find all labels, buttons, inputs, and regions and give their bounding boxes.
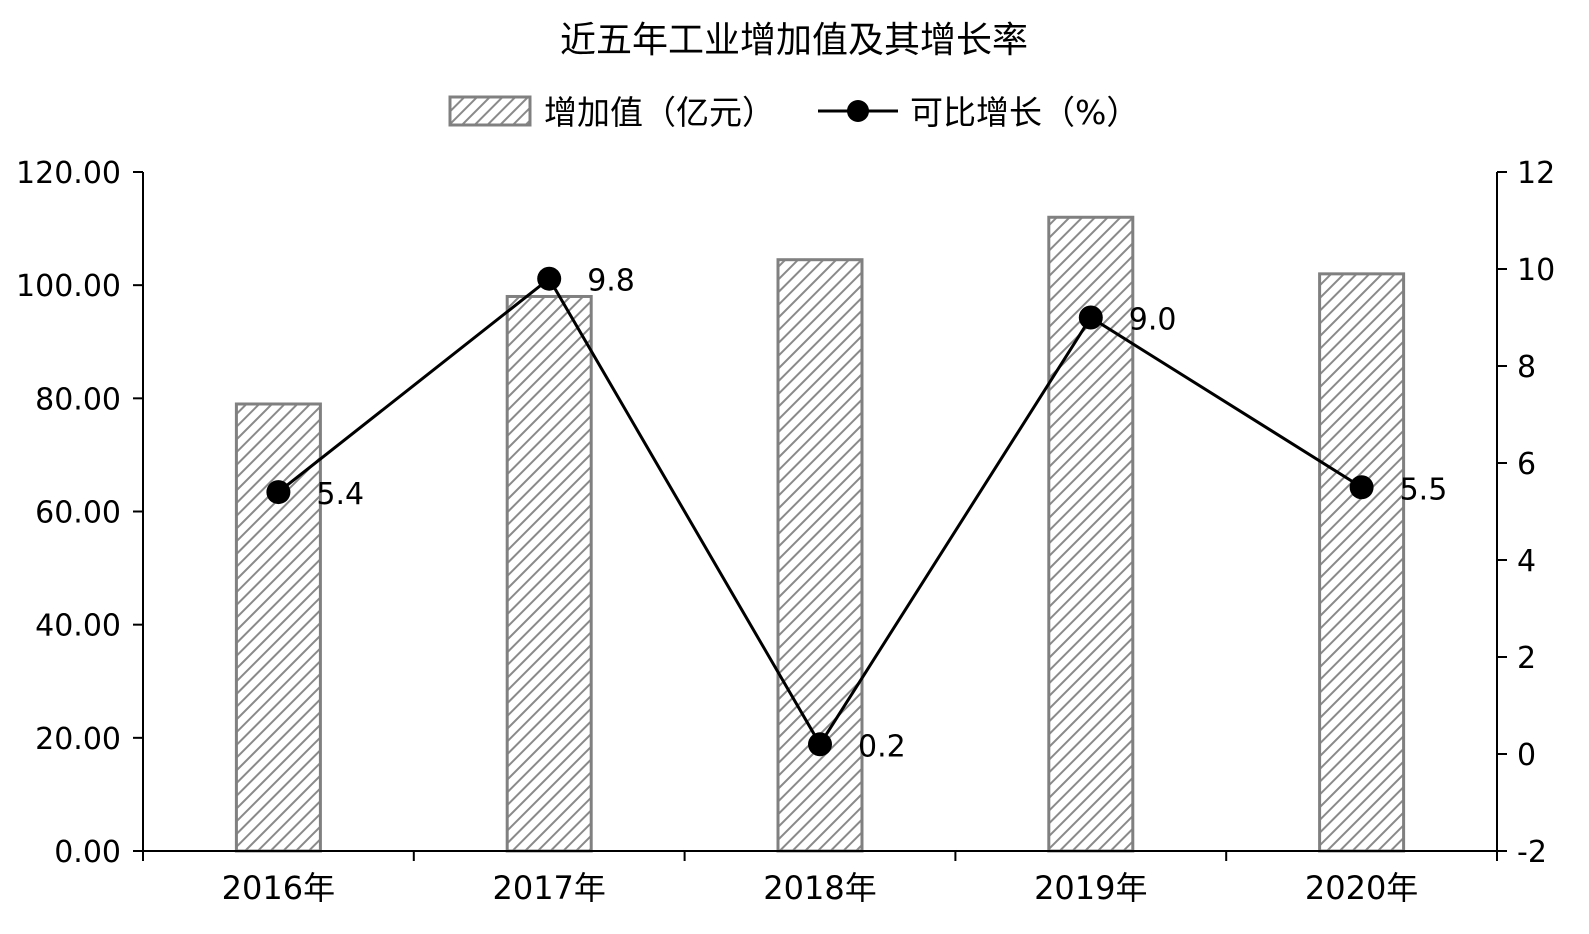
left-tick-label: 40.00 [35,609,121,644]
left-tick-label: 80.00 [35,382,121,417]
x-axis-ticks: 2016年 2017年 2018年 2019年 2020年 [142,851,1498,907]
right-tick-label: 8 [1517,350,1536,385]
legend-line-label: 可比增长（%） [910,93,1139,132]
left-tick-label: 60.00 [35,496,121,531]
left-tick-label: 20.00 [35,722,121,757]
legend: 增加值（亿元） 可比增长（%） [448,93,1139,132]
bar [1318,272,1406,853]
growth-data-label: 9.8 [587,264,635,299]
x-tick-label: 2016年 [222,869,335,907]
left-tick-label: 100.00 [16,269,121,304]
axes [142,172,1498,852]
x-tick-label: 2018年 [763,869,876,907]
legend-line-marker [847,100,869,122]
x-tick-label: 2019年 [1034,869,1147,907]
growth-data-label: 5.4 [316,477,364,512]
growth-line: 5.4 9.8 0.2 9.0 5.5 [266,264,1448,764]
right-tick-label: 2 [1517,641,1536,676]
right-tick-label: -2 [1517,835,1547,870]
legend-bar-swatch [448,95,532,127]
x-tick-label: 2020年 [1305,869,1418,907]
bar [234,402,322,853]
right-tick-label: 4 [1517,544,1536,579]
left-axis-ticks: 0.00 20.00 40.00 60.00 80.00 100.00 120.00 [16,156,143,870]
chart-title: 近五年工业增加值及其增长率 [560,20,1028,61]
growth-data-label: 0.2 [858,729,906,764]
right-tick-label: 6 [1517,447,1536,482]
growth-point [266,480,291,505]
bar [776,258,864,853]
bar [505,294,593,853]
left-tick-label: 120.00 [16,156,121,191]
growth-data-label: 5.5 [1400,472,1448,507]
right-axis-ticks: -2 0 2 4 6 8 10 12 [1497,156,1555,870]
growth-data-label: 9.0 [1129,303,1177,338]
legend-bar-label: 增加值（亿元） [544,93,775,132]
right-tick-label: 0 [1517,738,1536,773]
growth-point [1349,475,1374,500]
growth-point [1078,305,1103,330]
right-tick-label: 12 [1517,156,1555,191]
left-tick-label: 0.00 [54,835,121,870]
growth-point [537,266,562,291]
growth-point [808,732,832,757]
right-tick-label: 10 [1517,253,1555,288]
x-tick-label: 2017年 [492,869,605,907]
